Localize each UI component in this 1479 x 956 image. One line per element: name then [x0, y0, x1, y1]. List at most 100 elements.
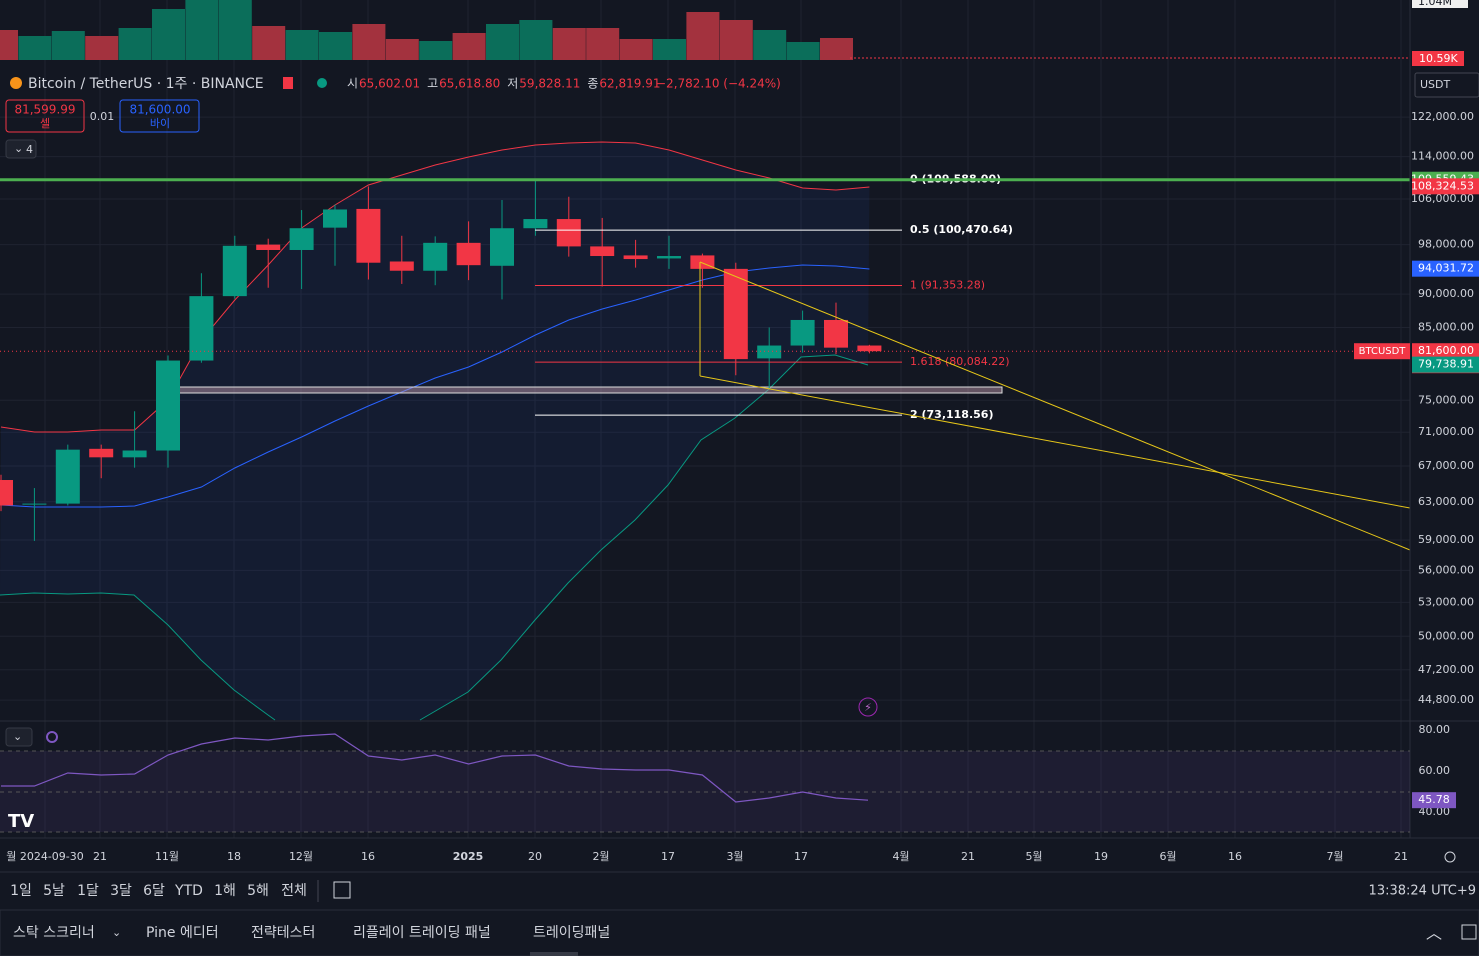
ohlc: 시 65,602.01 고 65,618.80 저 59,828.11 종 62,819.91 [347, 77, 661, 91]
rsi-tag-text: 45.78 [1418, 793, 1450, 806]
volume-bar [319, 32, 352, 60]
change: −2,782.10 (−4.24%) [656, 77, 781, 91]
ohlc-key: 저 [507, 77, 518, 91]
chevron: ⌄ [13, 730, 22, 743]
y-tick-label: 50,000.00 [1418, 629, 1474, 642]
x-tick-label: 20 [528, 850, 542, 863]
price-ticks: 122,000.00 114,000.00 106,000.00 98,000.00 9… [1354, 110, 1479, 706]
tab-chevron: ⌄ [112, 926, 121, 939]
candle-body [222, 245, 247, 297]
panel-tab[interactable]: 리플레이 트레이딩 패널 [353, 925, 491, 941]
band-fill [0, 142, 870, 720]
range-button[interactable]: 1일 [10, 883, 32, 899]
volume-bar [252, 26, 286, 60]
panel-tab[interactable]: 전략테스터 [251, 925, 315, 941]
x-tick-label: 18 [227, 850, 241, 863]
candle-body [122, 450, 147, 458]
candle-body [523, 219, 548, 229]
range-button[interactable]: YTD [174, 883, 203, 899]
volume-bar [85, 36, 119, 60]
currency: USDT [1420, 78, 1451, 91]
trend-line [699, 261, 1411, 551]
candle-body [22, 503, 47, 505]
settings-icon[interactable] [1444, 851, 1456, 863]
candle-body [423, 242, 448, 271]
range-button[interactable]: 전체 [281, 883, 307, 899]
volume-bar [385, 39, 419, 60]
trend-line [699, 375, 1411, 509]
symbol: Bitcoin / TetherUS · 1주 · BINANCE [28, 76, 264, 92]
maximize-icon[interactable] [1461, 924, 1477, 940]
range-button[interactable]: 5날 [43, 883, 65, 899]
x-tick-label: 17 [661, 850, 675, 863]
x-tick-label: 21 [93, 850, 107, 863]
panel-tab[interactable]: 스탁 스크리너 [13, 925, 95, 941]
fib-label: 0.5 (100,470.64) [910, 223, 1013, 236]
price-tag [1412, 260, 1479, 277]
buy-button[interactable] [119, 99, 200, 133]
candle-body [389, 261, 414, 271]
support-zone [169, 386, 1003, 394]
buy-label: 바이 [150, 117, 170, 130]
status-dot [317, 78, 327, 88]
volume [0, 0, 853, 60]
pane-toggle[interactable] [5, 727, 33, 747]
y-tick-label: 71,000.00 [1418, 425, 1474, 438]
y-tick-label: 122,000.00 [1411, 110, 1474, 123]
range-button[interactable]: 5해 [247, 883, 269, 899]
ohlc-value: 62,819.91 [599, 77, 660, 91]
sell-price: 81,599.99 [14, 103, 75, 117]
candle-body [456, 242, 481, 266]
indicator-toggle[interactable] [5, 139, 37, 159]
rsi-line [1, 733, 869, 803]
rsi-tag [1412, 792, 1456, 809]
range-toolbar: 1일 5날 1달 3달 6달 YTD 1해 5해 전체 [10, 880, 319, 902]
clock: 13:38:24 UTC+9 [1369, 884, 1476, 899]
volume-bar [552, 28, 586, 60]
rsi-tick-label: 80.00 [1419, 723, 1451, 736]
y-tick-label: 53,000.00 [1418, 595, 1474, 608]
flag[interactable] [283, 77, 293, 89]
sell-button[interactable] [5, 99, 85, 133]
rsi-tick-label: 60.00 [1419, 764, 1451, 777]
range-button[interactable]: 1달 [77, 883, 99, 899]
volume-bar [51, 31, 85, 60]
date-range-icon[interactable] [333, 881, 351, 899]
volume-bar [285, 30, 319, 60]
ohlc-value: 65,602.01 [359, 77, 420, 91]
y-tick-label: 44,800.00 [1418, 693, 1474, 706]
volume-bar [185, 0, 219, 60]
y-tick-label: 47,200.00 [1418, 663, 1474, 676]
candle-body [723, 268, 748, 360]
range-button[interactable]: 1해 [214, 883, 236, 899]
price-tag-text: 81,600.00 [1418, 344, 1474, 357]
volume-max: 1.04M [1418, 0, 1452, 8]
range-button[interactable]: 6달 [143, 883, 165, 899]
price-pane: 0 (109,588.00)0.5 (100,470.64)1 (91,353.… [0, 173, 1410, 541]
price-axis [1410, 0, 1479, 838]
bottom-tabs: 스탁 스크리너 Pine 에디터 전략테스터 리플레이 트레이딩 패널 트레이딩패널 ⌄ [13, 925, 610, 941]
volume-bar [686, 12, 720, 60]
chevron: ⌄ [14, 142, 23, 155]
x-tick-label: 5월 [1025, 850, 1042, 863]
candle-body [55, 449, 80, 504]
candle-body [790, 319, 815, 346]
collapse-icon[interactable]: ︿ [1426, 924, 1442, 943]
panel-tab[interactable]: 트레이딩패널 [533, 925, 610, 941]
ohlc-value: 65,618.80 [439, 77, 500, 91]
x-tick-label: 21 [961, 850, 975, 863]
range-button[interactable]: 3달 [110, 883, 132, 899]
event-icon[interactable] [858, 697, 878, 717]
symbol-logo [10, 77, 22, 89]
x-tick-label: 6월 [1159, 850, 1176, 863]
panel-tab[interactable]: Pine 에디터 [146, 925, 219, 941]
x-tick-label: 19 [1094, 850, 1108, 863]
currency-select[interactable] [1414, 72, 1479, 98]
y-tick-label: 106,000.00 [1411, 192, 1474, 205]
price-tag-text: 108,324.53 [1411, 179, 1474, 192]
candle-body [556, 219, 581, 247]
resize-handle [530, 952, 578, 956]
